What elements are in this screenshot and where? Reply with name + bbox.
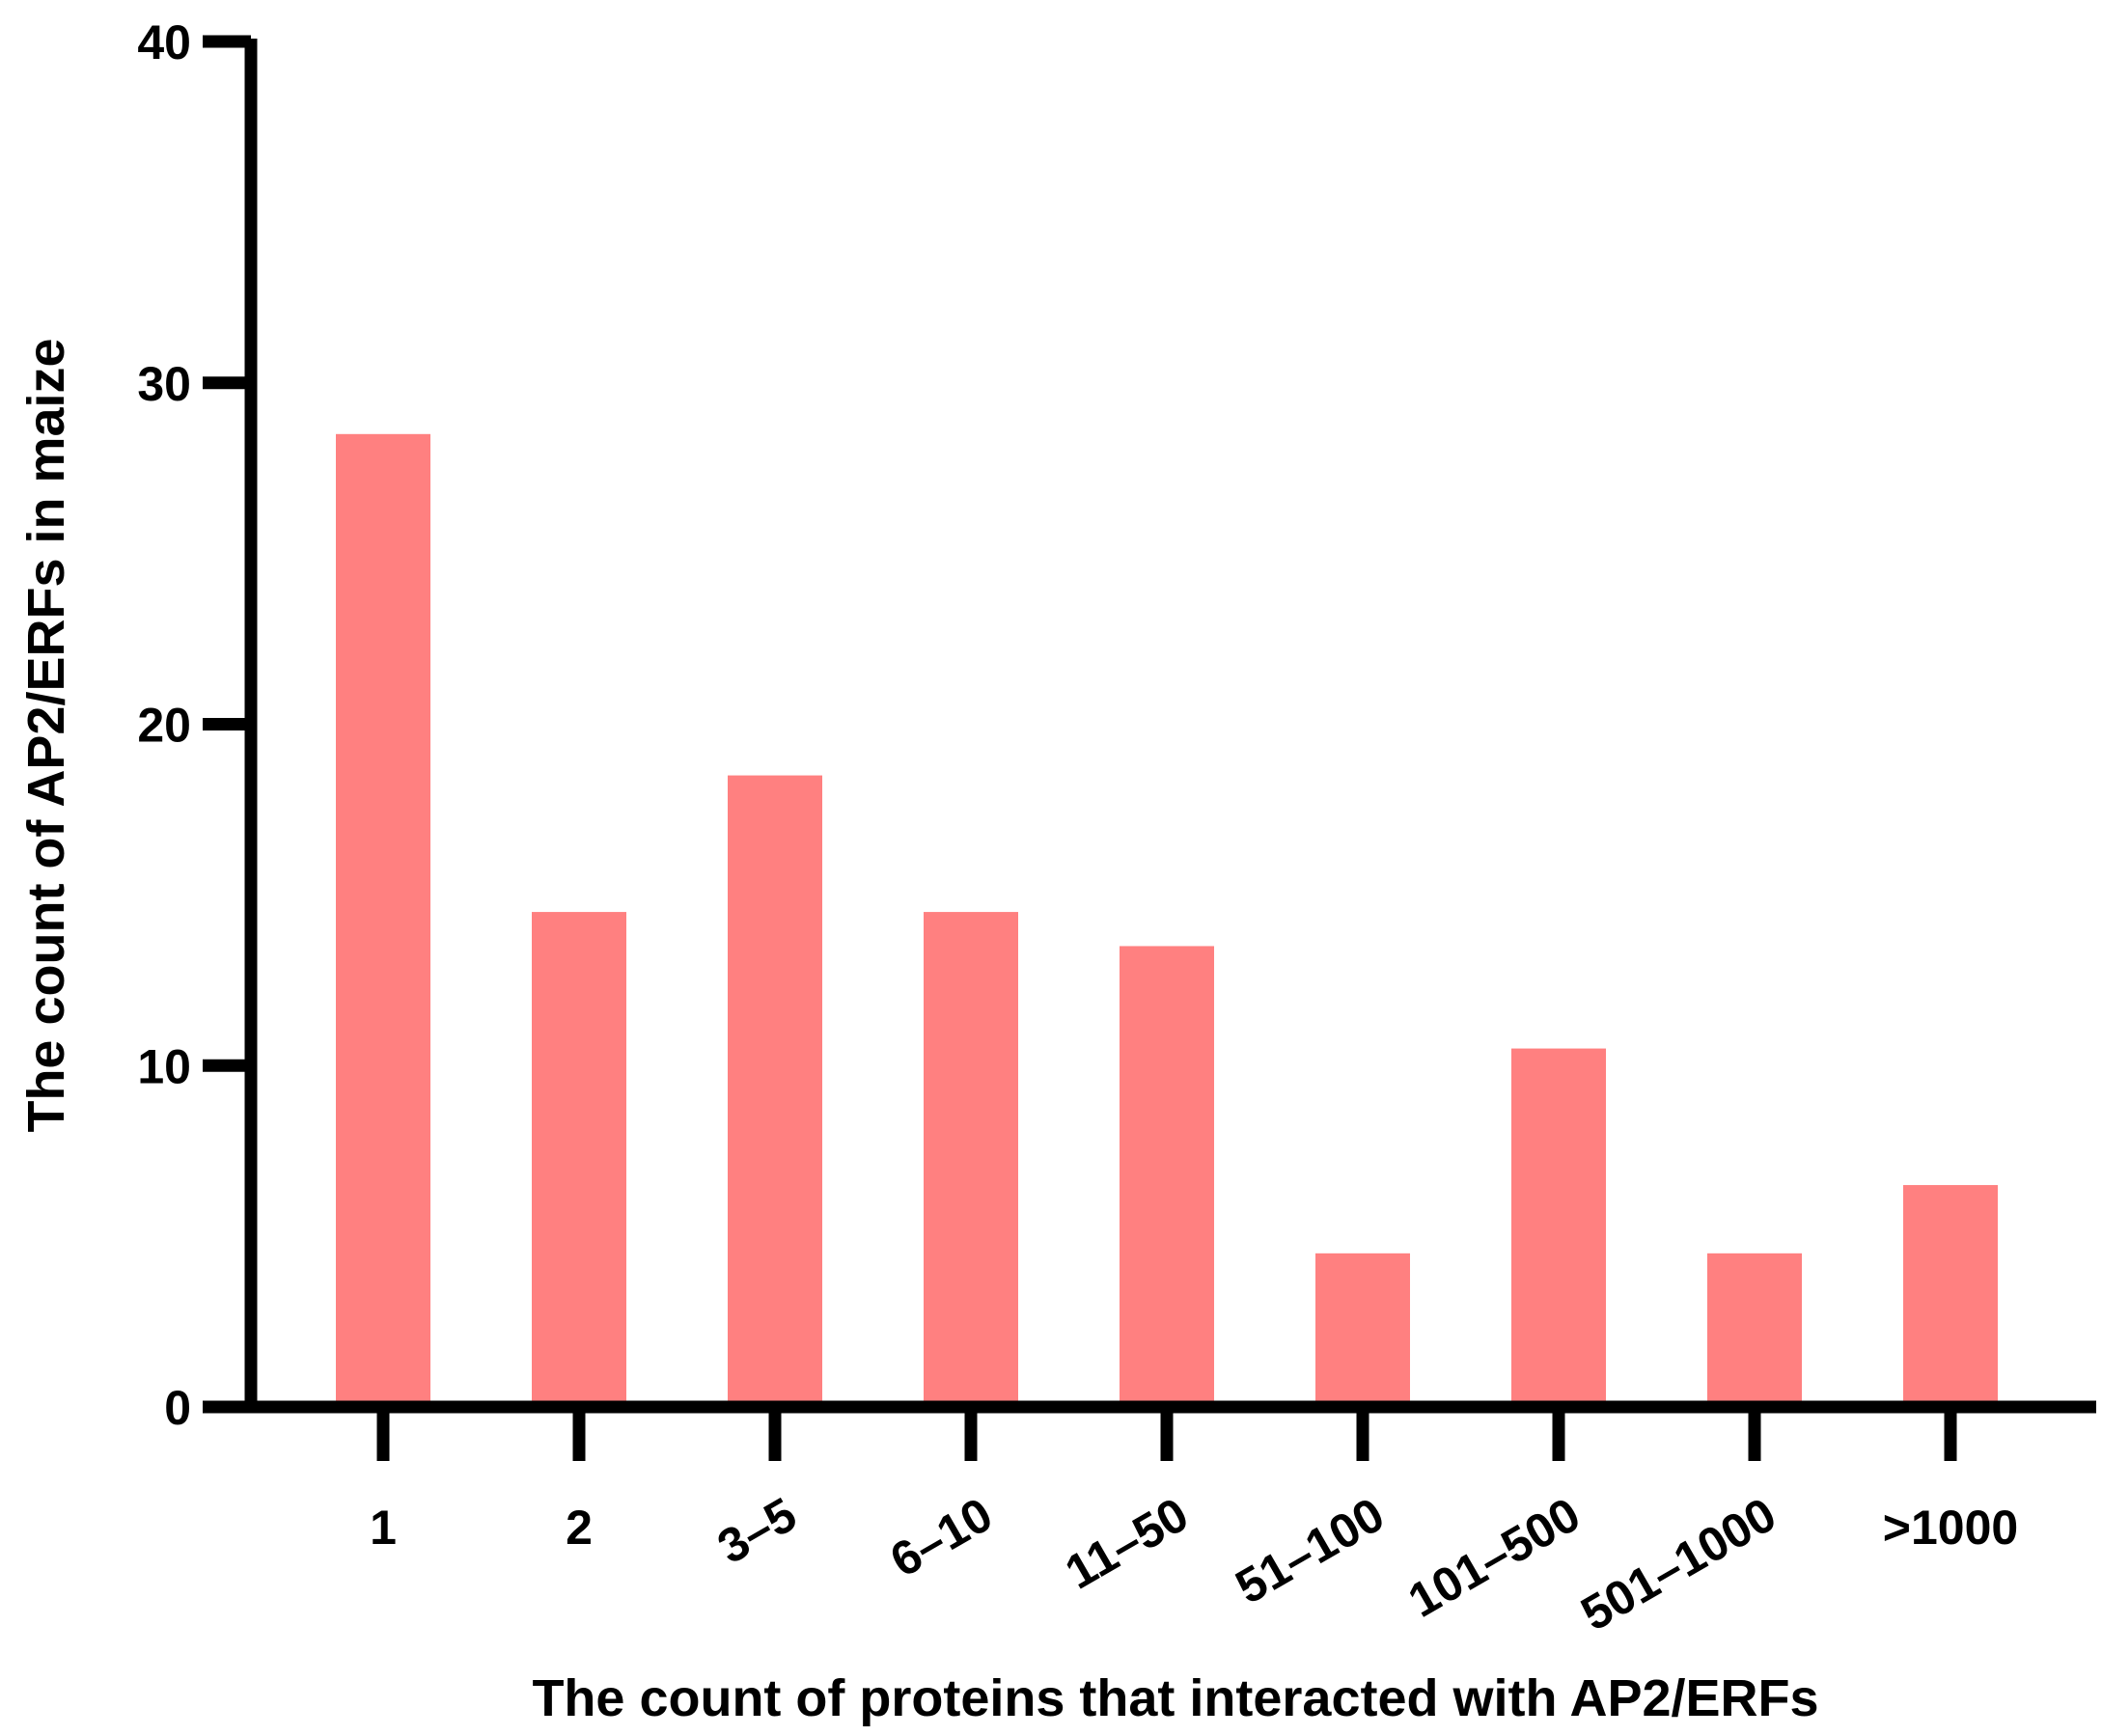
x-axis-title: The count of proteins that interacted wi… [532,1669,1818,1727]
bars-group [336,433,1998,1407]
bar [532,912,626,1407]
bar [1511,1048,1606,1407]
x-tick-label: 6–10 [881,1487,1001,1587]
x-tick-label: 1 [370,1501,397,1555]
y-tick-label: 40 [137,15,191,69]
y-tick-label: 0 [164,1381,191,1435]
bar [1120,946,1214,1407]
x-tick-label: 51–100 [1227,1487,1394,1614]
y-tick-label: 30 [137,357,191,411]
bar [1707,1253,1802,1407]
y-tick-label: 20 [137,699,191,753]
y-tick-label: 10 [137,1039,191,1093]
x-tick-label: >1000 [1883,1501,2018,1555]
x-tick-label: 3–5 [708,1487,805,1574]
x-tick-label: 11–50 [1056,1487,1197,1600]
bar [336,433,430,1407]
x-tick-label: 501–1000 [1572,1487,1785,1641]
bar [728,775,822,1407]
x-tick-label: 101–500 [1399,1487,1590,1628]
y-axis-title: The count of AP2/ERFs in maize [17,338,75,1132]
bar [1903,1185,1998,1407]
bar [924,912,1018,1407]
bar [1315,1253,1410,1407]
y-ticks-group: 0 10 20 30 40 [137,15,251,1435]
x-tick-label: 2 [566,1501,593,1555]
